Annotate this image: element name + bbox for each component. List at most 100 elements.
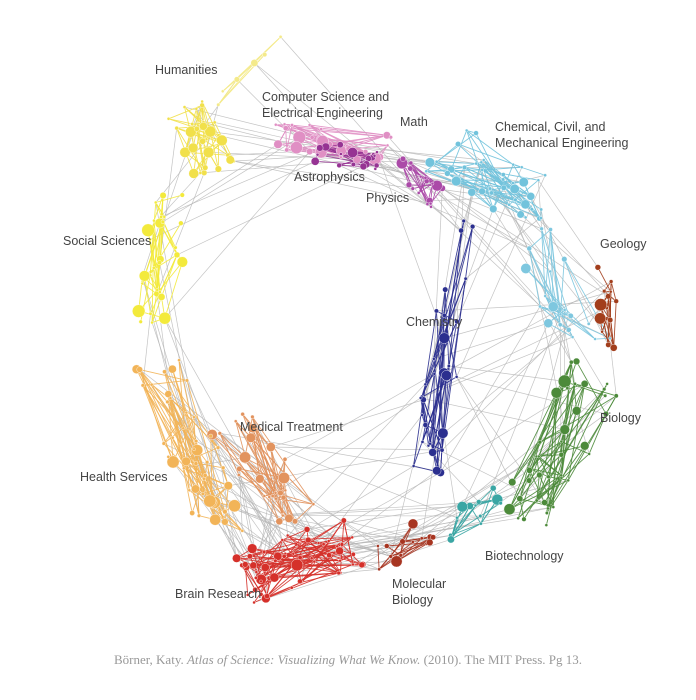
node: [461, 218, 466, 224]
cluster-edge: [151, 384, 197, 464]
node: [567, 313, 574, 319]
cluster-edge: [597, 267, 612, 292]
cluster-edge: [563, 258, 611, 339]
cluster-edge: [422, 375, 447, 443]
cluster-edge: [480, 162, 516, 201]
cluster-edge: [528, 229, 551, 249]
cluster-edge: [301, 520, 345, 583]
node: [290, 141, 303, 154]
node: [316, 144, 324, 152]
node: [193, 125, 200, 132]
cluster-edge: [440, 375, 447, 473]
node: [605, 341, 612, 348]
node: [336, 141, 344, 149]
edge: [282, 501, 479, 516]
node: [338, 559, 342, 563]
node: [202, 146, 215, 158]
cluster-edge: [172, 417, 195, 463]
node: [239, 451, 251, 464]
edge: [149, 160, 316, 240]
node: [309, 135, 315, 140]
node: [282, 457, 288, 462]
node: [141, 223, 155, 237]
cluster-edge: [264, 544, 343, 553]
edge: [176, 164, 367, 256]
node: [252, 600, 256, 605]
node: [246, 593, 250, 597]
cluster-edge: [429, 220, 465, 444]
node: [350, 535, 354, 540]
edge: [539, 306, 572, 363]
node: [188, 142, 199, 153]
cluster-edge: [443, 315, 458, 377]
node: [221, 89, 225, 93]
node: [434, 308, 439, 314]
node: [607, 317, 614, 323]
cluster-label: Physics: [366, 191, 409, 205]
cluster-edge: [155, 194, 183, 203]
edge: [338, 568, 380, 574]
cluster-edge: [284, 123, 387, 136]
node: [222, 509, 228, 515]
node: [199, 122, 208, 131]
node: [336, 570, 341, 576]
node: [307, 123, 312, 127]
node: [280, 494, 287, 501]
node: [262, 549, 267, 554]
cluster-edge: [613, 301, 617, 348]
node: [199, 102, 205, 108]
node: [312, 559, 316, 564]
node: [203, 494, 217, 508]
node: [290, 123, 294, 127]
cluster-edge: [432, 321, 458, 453]
cluster-edge: [151, 254, 178, 323]
cluster-edge: [466, 130, 514, 165]
node: [273, 139, 283, 149]
node: [166, 455, 171, 459]
node: [339, 155, 343, 160]
node: [259, 579, 263, 584]
node: [173, 251, 181, 259]
node: [456, 501, 468, 513]
cluster-edge: [561, 445, 586, 479]
edge: [527, 315, 569, 469]
cluster-edge: [139, 369, 188, 381]
node: [516, 210, 525, 219]
node: [428, 201, 433, 206]
node: [339, 542, 345, 547]
node: [202, 164, 209, 171]
cluster-edge: [339, 520, 345, 573]
caption-author: Börner, Katy.: [114, 652, 184, 667]
edge: [239, 468, 243, 531]
node: [162, 215, 167, 219]
node: [159, 214, 163, 219]
node: [275, 517, 284, 526]
node: [534, 498, 539, 503]
node: [309, 556, 314, 561]
cluster-edge: [163, 427, 184, 444]
cluster-edge: [235, 420, 296, 522]
node: [198, 171, 203, 175]
edge: [456, 167, 465, 322]
edge: [222, 467, 283, 516]
cluster-edge: [421, 396, 443, 451]
node: [202, 476, 206, 481]
node: [250, 59, 259, 67]
node: [240, 411, 245, 417]
cluster-edge: [151, 220, 155, 323]
node: [260, 563, 270, 572]
node: [315, 153, 320, 157]
edge: [288, 517, 413, 543]
node: [548, 269, 552, 274]
node: [303, 526, 311, 533]
node: [586, 322, 591, 326]
node: [463, 276, 468, 281]
node: [478, 187, 486, 195]
cluster-edge: [421, 321, 458, 397]
node: [350, 162, 356, 167]
cluster-edge: [164, 261, 183, 319]
cluster-edge: [253, 529, 308, 603]
node: [434, 159, 439, 164]
cluster-edge: [432, 373, 435, 453]
cluster-edge: [282, 536, 353, 541]
